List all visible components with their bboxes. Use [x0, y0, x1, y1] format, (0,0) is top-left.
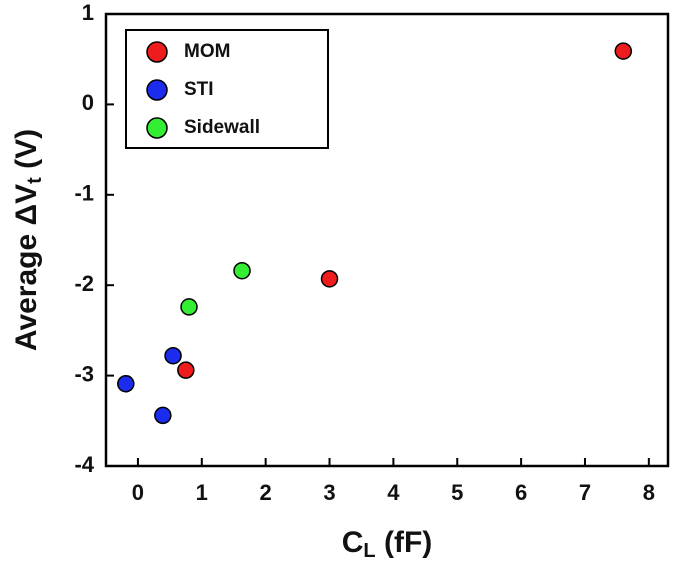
- y-title-main: Average ΔV: [10, 184, 43, 351]
- legend-label: MOM: [184, 41, 230, 62]
- legend-marker: [146, 41, 168, 63]
- x-axis-title: CL (fF): [342, 526, 433, 562]
- legend-marker: [146, 117, 168, 139]
- x-tick-label: 2: [260, 480, 272, 505]
- y-title-sub: t: [24, 177, 46, 184]
- point: [177, 361, 195, 379]
- point: [180, 298, 198, 316]
- x-tick-label: 4: [387, 480, 400, 505]
- point: [117, 374, 135, 393]
- x-tick-label: 5: [451, 480, 463, 505]
- legend-label: STI: [184, 79, 214, 100]
- y-tick-label: 0: [82, 90, 94, 115]
- x-title-unit: (fF): [384, 526, 432, 559]
- y-axis-title: Average ΔVt (V): [10, 129, 46, 351]
- legend-label: Sidewall: [184, 117, 260, 138]
- plot-frame: [104, 12, 670, 468]
- y-tick-label: -4: [74, 452, 94, 477]
- point: [614, 42, 633, 60]
- x-tick-label: 8: [643, 480, 655, 505]
- x-tick-label: 0: [132, 480, 144, 505]
- y-tick-label: -3: [74, 361, 94, 386]
- x-tick-label: 1: [196, 480, 208, 505]
- y-title-unit: (V): [10, 129, 43, 169]
- point: [320, 270, 339, 288]
- x-tick-label: 6: [515, 480, 527, 505]
- x-tick-label: 3: [323, 480, 335, 505]
- point: [164, 346, 182, 365]
- x-tick-label: 7: [579, 480, 591, 505]
- x-title-sub: L: [363, 540, 375, 562]
- y-tick-label: -2: [74, 271, 94, 296]
- y-tick-label: 1: [82, 0, 94, 25]
- y-tick-label: -1: [74, 181, 94, 206]
- legend-marker: [146, 79, 168, 101]
- point: [154, 406, 172, 425]
- point: [233, 261, 251, 280]
- x-title-main: C: [342, 526, 364, 559]
